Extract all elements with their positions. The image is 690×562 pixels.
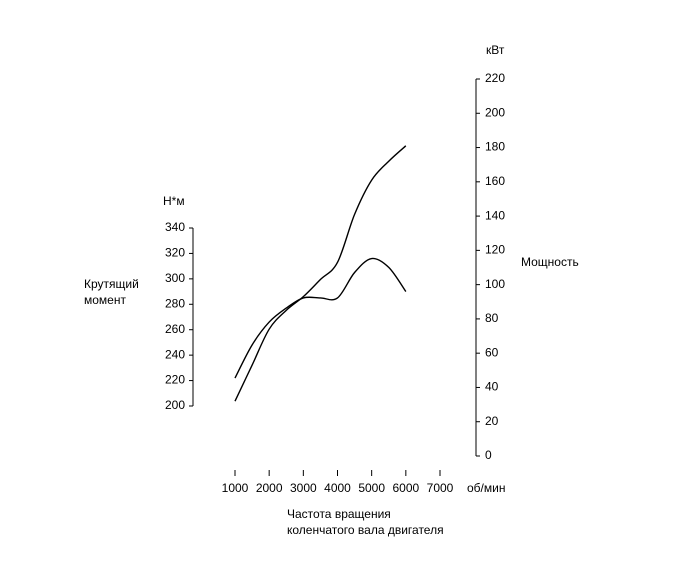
x-unit: об/мин [467, 481, 505, 495]
x-tick-label: 2000 [256, 481, 283, 495]
x-tick-label: 3000 [290, 481, 317, 495]
y2-tick-label: 180 [485, 140, 505, 154]
y-label: Крутящий [84, 277, 139, 291]
x-tick-label: 4000 [324, 481, 351, 495]
x-label: Частота вращения [287, 507, 391, 521]
y-label: момент [84, 293, 126, 307]
y-tick-label: 200 [165, 398, 185, 412]
x-tick-label: 1000 [222, 481, 249, 495]
y-tick-label: 340 [165, 220, 185, 234]
y-unit: Н*м [163, 194, 185, 208]
y2-tick-label: 20 [485, 414, 499, 428]
y-tick-label: 300 [165, 271, 185, 285]
y-tick-label: 220 [165, 373, 185, 387]
y2-tick-label: 160 [485, 174, 505, 188]
y2-tick-label: 200 [485, 105, 505, 119]
y2-tick-label: 80 [485, 311, 499, 325]
y-tick-label: 320 [165, 246, 185, 260]
line-series [234, 145, 407, 402]
y-tick-label: 240 [165, 347, 185, 361]
x-tick-label: 7000 [427, 481, 454, 495]
y2-tick-label: 100 [485, 277, 505, 291]
y2-tick-label: 0 [485, 448, 492, 462]
y2-tick-label: 40 [485, 380, 499, 394]
line-series [234, 257, 407, 379]
y2-tick-label: 60 [485, 345, 499, 359]
x-tick-label: 5000 [358, 481, 385, 495]
y2-tick-label: 220 [485, 71, 505, 85]
y-tick-label: 280 [165, 296, 185, 310]
y2-tick-label: 140 [485, 208, 505, 222]
y2-label: Мощность [521, 255, 579, 269]
y2-tick-label: 120 [485, 243, 505, 257]
x-tick-label: 6000 [392, 481, 419, 495]
y2-unit: кВт [486, 43, 505, 57]
y-tick-label: 260 [165, 322, 185, 336]
x-label: коленчатого вала двигателя [287, 523, 444, 537]
